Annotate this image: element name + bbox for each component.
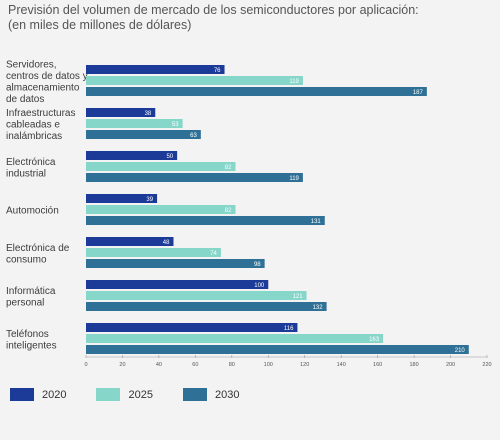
x-tick-label: 140 [337, 362, 346, 368]
data-label: 74 [210, 251, 217, 257]
x-tick-label: 60 [192, 362, 198, 368]
category-label: Informática [6, 286, 56, 297]
x-tick-label: 160 [373, 362, 382, 368]
bar-2020 [86, 65, 225, 74]
data-label: 53 [172, 122, 179, 128]
bar-2030 [86, 87, 427, 96]
category-label: almacenamiento [6, 82, 80, 93]
x-tick-label: 100 [264, 362, 273, 368]
category-label: industrial [6, 168, 46, 179]
chart-title-line-2: (en miles de millones de dólares) [8, 18, 192, 32]
data-label: 63 [190, 133, 197, 139]
bar-2025 [86, 334, 384, 343]
data-label: 119 [289, 176, 299, 182]
legend-item-2030: 2030 [182, 388, 240, 401]
x-tick-label: 40 [156, 362, 162, 368]
x-tick-label: 20 [119, 362, 125, 368]
category-label: Teléfonos [6, 329, 49, 340]
data-label: 131 [311, 219, 322, 225]
category-label: inteligentes [6, 340, 57, 351]
chart-title: Previsión del volumen de mercado de los … [8, 3, 419, 33]
bar-2025 [86, 205, 236, 214]
legend-swatch-2020 [10, 388, 34, 401]
bar-2025 [86, 248, 221, 257]
category-label: de datos [6, 94, 44, 105]
data-label: 187 [413, 90, 424, 96]
bar-2020 [86, 194, 158, 203]
data-label: 82 [225, 165, 232, 171]
data-label: 163 [369, 337, 380, 343]
data-label: 38 [145, 111, 152, 117]
data-label: 116 [284, 326, 294, 332]
x-tick-label: 120 [300, 362, 309, 368]
category-label: personal [6, 297, 44, 308]
legend-label-2030: 2030 [214, 388, 240, 401]
category-label: inalámbricas [6, 131, 62, 142]
x-tick-label: 0 [84, 362, 87, 368]
category-label: Infraestructuras [6, 108, 75, 119]
x-tick-label: 200 [446, 362, 455, 368]
bar-2025 [86, 76, 303, 85]
data-label: 132 [313, 305, 324, 311]
x-tick-label: 220 [482, 362, 491, 368]
category-label: centros de datos y [6, 71, 88, 82]
data-label: 121 [293, 294, 304, 300]
category-label: cableadas e [6, 120, 60, 131]
bar-2020 [86, 151, 178, 160]
x-tick-label: 80 [229, 362, 235, 368]
bar-2030 [86, 173, 303, 182]
data-label: 210 [455, 348, 466, 354]
legend-item-2020: 2020 [10, 388, 66, 401]
data-label: 98 [254, 262, 261, 268]
chart-title-line-1: Previsión del volumen de mercado de los … [8, 3, 419, 17]
data-label: 39 [146, 197, 153, 203]
data-label: 48 [163, 240, 170, 246]
bar-2030 [86, 345, 469, 354]
legend-item-2025: 2025 [96, 388, 153, 401]
bar-2020 [86, 323, 298, 332]
category-label: consumo [6, 254, 47, 265]
bar-2025 [86, 291, 307, 300]
bar-2030 [86, 216, 325, 225]
bar-2025 [86, 162, 236, 171]
category-label: Automoción [6, 206, 59, 217]
category-label: Electrónica [6, 157, 56, 168]
bar-2020 [86, 237, 174, 246]
bar-2030 [86, 302, 327, 311]
legend-swatch-2025 [96, 388, 121, 401]
bar-2030 [86, 130, 201, 139]
bar-2020 [86, 280, 269, 289]
legend-swatch-2030 [182, 388, 207, 401]
legend-label-2025: 2025 [128, 388, 153, 401]
x-tick-label: 180 [409, 362, 418, 368]
legend: 2020 2025 2030 [10, 388, 239, 401]
data-label: 50 [166, 154, 173, 160]
bar-2025 [86, 119, 183, 128]
data-label: 119 [289, 79, 299, 85]
legend-label-2020: 2020 [42, 388, 67, 401]
data-label: 76 [214, 68, 221, 74]
category-label: Electrónica de [6, 243, 70, 254]
data-label: 100 [254, 283, 265, 289]
category-label: Servidores, [6, 59, 57, 70]
data-label: 82 [225, 208, 232, 214]
bar-2020 [86, 108, 156, 117]
bar-2030 [86, 259, 265, 268]
